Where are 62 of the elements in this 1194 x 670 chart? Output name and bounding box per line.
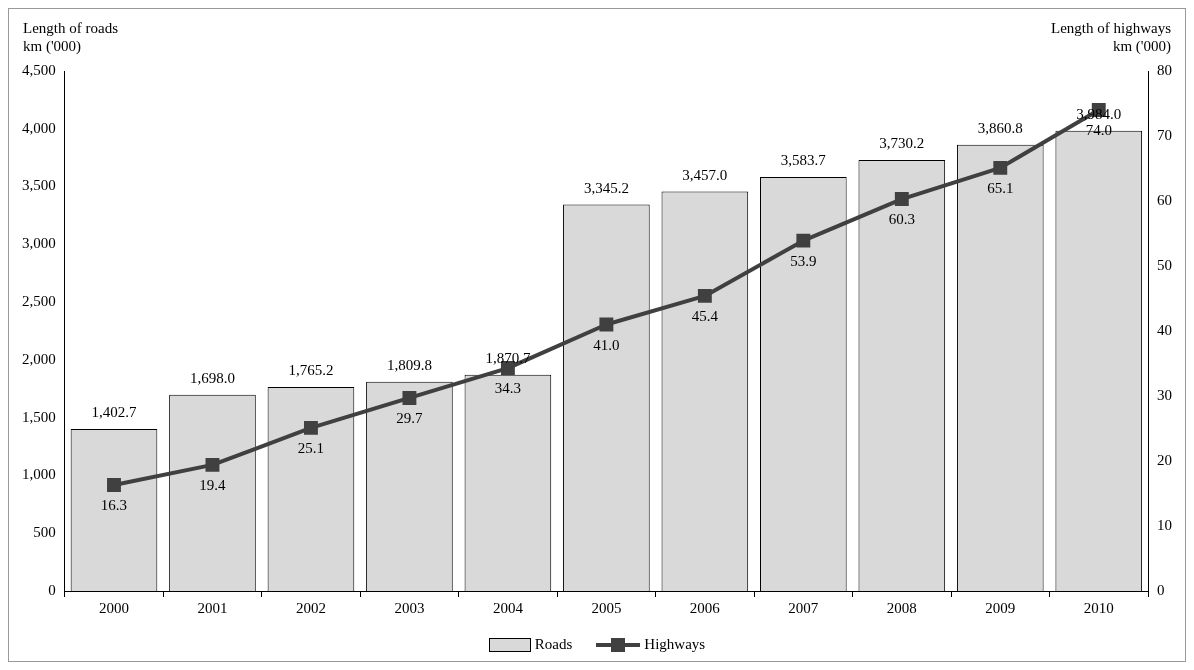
x-tick-label: 2001 [197, 599, 228, 616]
x-tick-label: 2002 [295, 599, 326, 616]
data-label: 3,583.7 [780, 152, 827, 169]
y2-tick-label: 20 [1157, 451, 1172, 468]
data-label: 60.3 [888, 211, 915, 228]
point [894, 192, 909, 206]
point [402, 391, 417, 405]
data-label: 19.4 [199, 477, 227, 494]
data-label: 1,809.8 [386, 357, 432, 374]
data-label: 1,402.7 [91, 404, 137, 421]
y-tick-label: 4,000 [22, 119, 56, 136]
point [796, 233, 811, 248]
data-label: 1,698.0 [189, 370, 235, 387]
y2-tick-label: 60 [1157, 191, 1172, 208]
y2-tick-label: 30 [1157, 386, 1172, 403]
data-label: 65.1 [987, 180, 1014, 197]
point [107, 478, 121, 492]
data-label: 41.0 [593, 336, 620, 353]
y2-tick-label: 50 [1157, 256, 1172, 273]
x-tick-label: 2004 [492, 599, 524, 616]
y-tick-label: 3,500 [22, 177, 56, 194]
x-tick-label: 2006 [689, 599, 721, 616]
legend-label: Highways [644, 636, 706, 653]
y2-tick-label: 10 [1157, 516, 1172, 533]
y-tick-label: 2,500 [22, 293, 56, 310]
data-label: 3,860.8 [977, 120, 1023, 137]
text: Roads [534, 636, 573, 653]
data-label: 34.3 [494, 380, 522, 397]
x-tick-label: 2003 [394, 599, 425, 616]
x-tick-label: 2009 [985, 599, 1016, 616]
y-tick-label: 0 [48, 581, 56, 598]
y-tick-label: 1,500 [22, 408, 56, 425]
y2-tick-label: 70 [1157, 126, 1172, 143]
y-tick-label: 4,500 [22, 61, 56, 78]
y2-tick-label: 0 [1157, 581, 1165, 598]
point [303, 420, 318, 435]
x-tick-label: 2007 [788, 599, 819, 616]
data-label: 53.9 [790, 253, 817, 270]
point [205, 457, 220, 472]
x-tick-label: 2000 [98, 599, 129, 616]
point [599, 317, 614, 332]
x-tick-label: 2005 [591, 599, 622, 616]
y2-axis-title: Length of highways km ('000) [1050, 19, 1171, 55]
data-label: 3,730.2 [879, 135, 925, 152]
x-tick-label: 2008 [886, 599, 917, 616]
y-tick-label: 2,000 [22, 350, 56, 367]
data-label: 29.7 [396, 410, 424, 427]
point [697, 288, 712, 303]
x-tick-label: 2010 [1083, 599, 1114, 616]
data-label: 1,765.2 [288, 362, 334, 379]
y2-tick-label: 80 [1157, 61, 1172, 78]
y-tick-label: 3,000 [22, 235, 56, 252]
data-label: 3,457.0 [682, 166, 728, 183]
point [993, 160, 1008, 175]
y-tick-label: 1,000 [22, 466, 56, 483]
y-tick-label: 500 [33, 524, 56, 541]
y-axis-title: Length of roads km ('000) [23, 19, 119, 55]
data-label: 3,345.2 [583, 179, 629, 196]
data-label: 16.3 [100, 497, 128, 514]
y2-tick-label: 40 [1157, 321, 1172, 338]
data-label: 45.4 [691, 308, 719, 325]
data-label: 25.1 [297, 440, 325, 457]
